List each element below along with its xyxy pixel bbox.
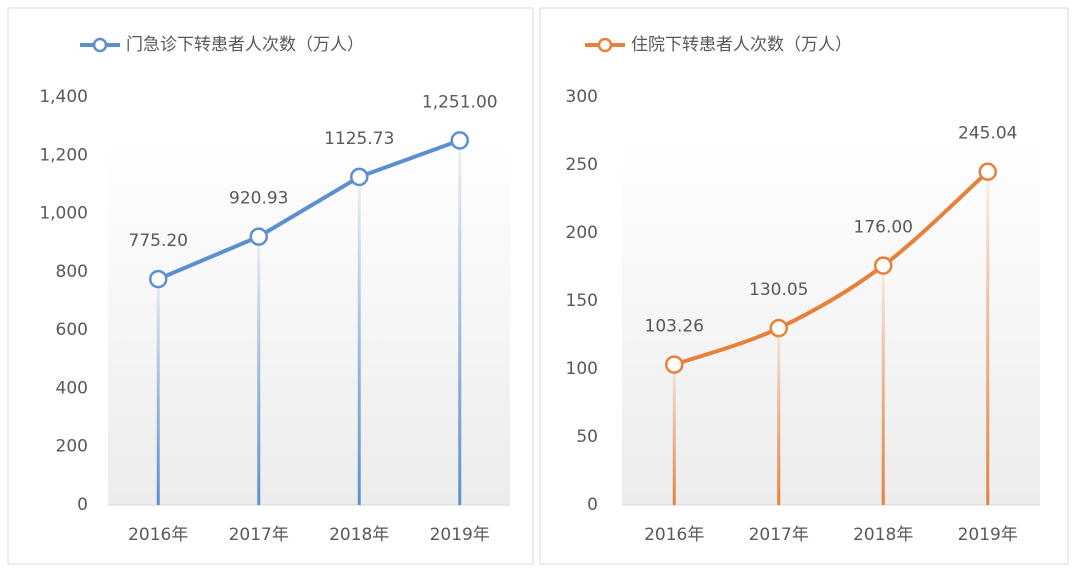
y-tick-label: 1,000: [39, 204, 88, 224]
y-tick-label: 0: [77, 495, 88, 515]
y-tick-label: 600: [56, 320, 88, 340]
y-tick-label: 250: [566, 155, 598, 175]
x-tick-label: 2016年: [644, 525, 704, 545]
marker: [978, 162, 997, 181]
marker: [450, 131, 469, 150]
y-tick-label: 1,200: [39, 145, 88, 165]
drop-line: [777, 328, 781, 505]
x-tick-label: 2017年: [229, 525, 289, 545]
x-tick-label: 2019年: [958, 525, 1018, 545]
x-tick-label: 2018年: [853, 525, 913, 545]
legend-label: 门急诊下转患者人次数（万人）: [126, 35, 364, 55]
drop-line: [881, 265, 885, 505]
data-label: 920.93: [229, 189, 288, 209]
line: [157, 138, 461, 281]
x-tick-label: 2017年: [749, 525, 809, 545]
drop-line: [672, 364, 676, 505]
y-tick-label: 0: [587, 495, 598, 515]
y-tick-label: 150: [566, 291, 598, 311]
data-label: 775.20: [129, 231, 188, 251]
y-tick-label: 800: [56, 262, 88, 282]
legend-label: 住院下转患者人次数（万人）: [631, 35, 852, 55]
x-tick-label: 2018年: [329, 525, 389, 545]
data-label: 103.26: [645, 317, 704, 337]
marker: [149, 269, 168, 289]
drop-line: [156, 279, 160, 505]
marker: [350, 167, 369, 187]
marker: [769, 318, 788, 338]
y-tick-label: 100: [566, 359, 598, 379]
y-tick-label: 200: [56, 437, 88, 457]
y-tick-label: 200: [566, 223, 598, 243]
data-label: 1125.73: [324, 129, 394, 149]
plot-area: [622, 142, 1040, 505]
data-label: 176.00: [854, 218, 913, 238]
x-tick-label: 2016年: [128, 525, 188, 545]
marker: [665, 355, 684, 374]
drop-line: [986, 171, 990, 505]
y-tick-label: 300: [566, 87, 598, 107]
line: [673, 170, 990, 367]
y-tick-label: 50: [576, 427, 598, 447]
drop-line: [257, 236, 261, 505]
legend-marker: [597, 37, 613, 53]
marker: [249, 227, 268, 246]
y-tick-label: 400: [56, 378, 88, 398]
data-label: 130.05: [749, 280, 808, 300]
y-tick-label: 1,400: [39, 87, 88, 107]
data-label: 245.04: [958, 124, 1017, 144]
marker: [874, 256, 893, 275]
x-tick-label: 2019年: [430, 525, 490, 545]
data-label: 1,251.00: [422, 92, 498, 112]
drop-line: [458, 140, 462, 505]
legend-marker: [92, 37, 108, 53]
drop-line: [357, 176, 361, 505]
plot-area: [108, 142, 510, 505]
